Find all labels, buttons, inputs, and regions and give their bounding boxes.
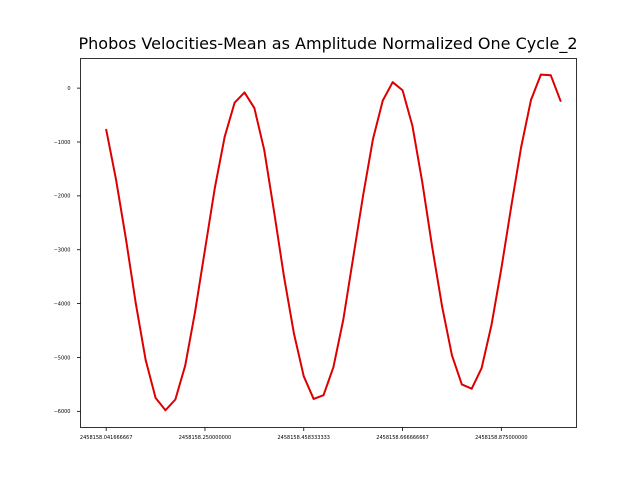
data-point <box>530 99 532 101</box>
data-point <box>243 91 246 94</box>
x-tick-label: 2458158.041666667 <box>80 435 133 441</box>
data-point <box>520 146 522 149</box>
data-point <box>381 99 384 102</box>
data-point <box>352 256 355 259</box>
data-point <box>302 375 305 378</box>
data-point <box>500 267 503 270</box>
data-point <box>164 409 167 412</box>
data-point <box>213 186 216 189</box>
y-axis: 0 −1000 −2000 −3000 −4000 −5000 −6000 <box>54 86 81 415</box>
data-point <box>105 128 108 131</box>
data-point <box>441 305 443 308</box>
y-tick-label: −1000 <box>54 140 71 146</box>
y-tick-label: −4000 <box>54 301 71 307</box>
data-point <box>559 100 562 102</box>
data-point <box>292 332 295 335</box>
data-point <box>480 367 483 370</box>
data-point <box>342 318 345 321</box>
data-point <box>490 324 493 327</box>
data-point <box>391 81 394 84</box>
chart-title: Phobos Velocities-Mean as Amplitude Norm… <box>78 34 577 54</box>
data-point <box>332 366 335 369</box>
data-point <box>372 138 374 141</box>
y-tick-label: 0 <box>67 86 70 92</box>
data-point <box>144 359 147 362</box>
data-point <box>549 74 552 77</box>
series-points <box>105 73 562 412</box>
y-tick-label: −2000 <box>54 194 71 200</box>
data-point <box>184 364 187 367</box>
x-axis: 2458158.041666667 2458158.250000000 245815… <box>80 427 528 441</box>
data-point <box>253 107 256 109</box>
data-point <box>411 124 414 127</box>
data-point <box>233 101 236 104</box>
data-point <box>362 194 364 197</box>
axes-frame <box>80 58 577 428</box>
data-point <box>451 354 453 357</box>
y-tick-label: −6000 <box>54 409 71 415</box>
data-point <box>154 396 157 399</box>
data-point <box>204 248 206 251</box>
data-point <box>174 398 177 401</box>
x-tick-label: 2458158.875000000 <box>475 435 528 441</box>
data-point <box>134 302 137 305</box>
data-point <box>431 246 434 248</box>
data-point <box>510 205 513 208</box>
data-point <box>421 181 424 184</box>
data-point <box>312 398 315 400</box>
data-point <box>125 238 127 240</box>
y-tick-label: −5000 <box>54 355 71 361</box>
data-point <box>283 275 285 278</box>
y-tick-label: −3000 <box>54 248 71 254</box>
x-tick-label: 2458158.458333333 <box>278 435 331 441</box>
plot-area: 2458158.041666667 2458158.250000000 245815… <box>54 58 577 441</box>
data-point <box>539 73 542 76</box>
data-point <box>115 178 117 181</box>
data-point <box>194 310 197 313</box>
x-tick-label: 2458158.666666667 <box>376 435 429 441</box>
x-tick-label: 2458158.250000000 <box>179 435 232 441</box>
data-point <box>470 387 473 390</box>
data-point <box>273 211 276 213</box>
data-point <box>460 383 463 386</box>
data-point <box>401 89 404 92</box>
data-point <box>223 135 226 138</box>
data-point <box>322 394 325 397</box>
data-point <box>263 149 266 151</box>
